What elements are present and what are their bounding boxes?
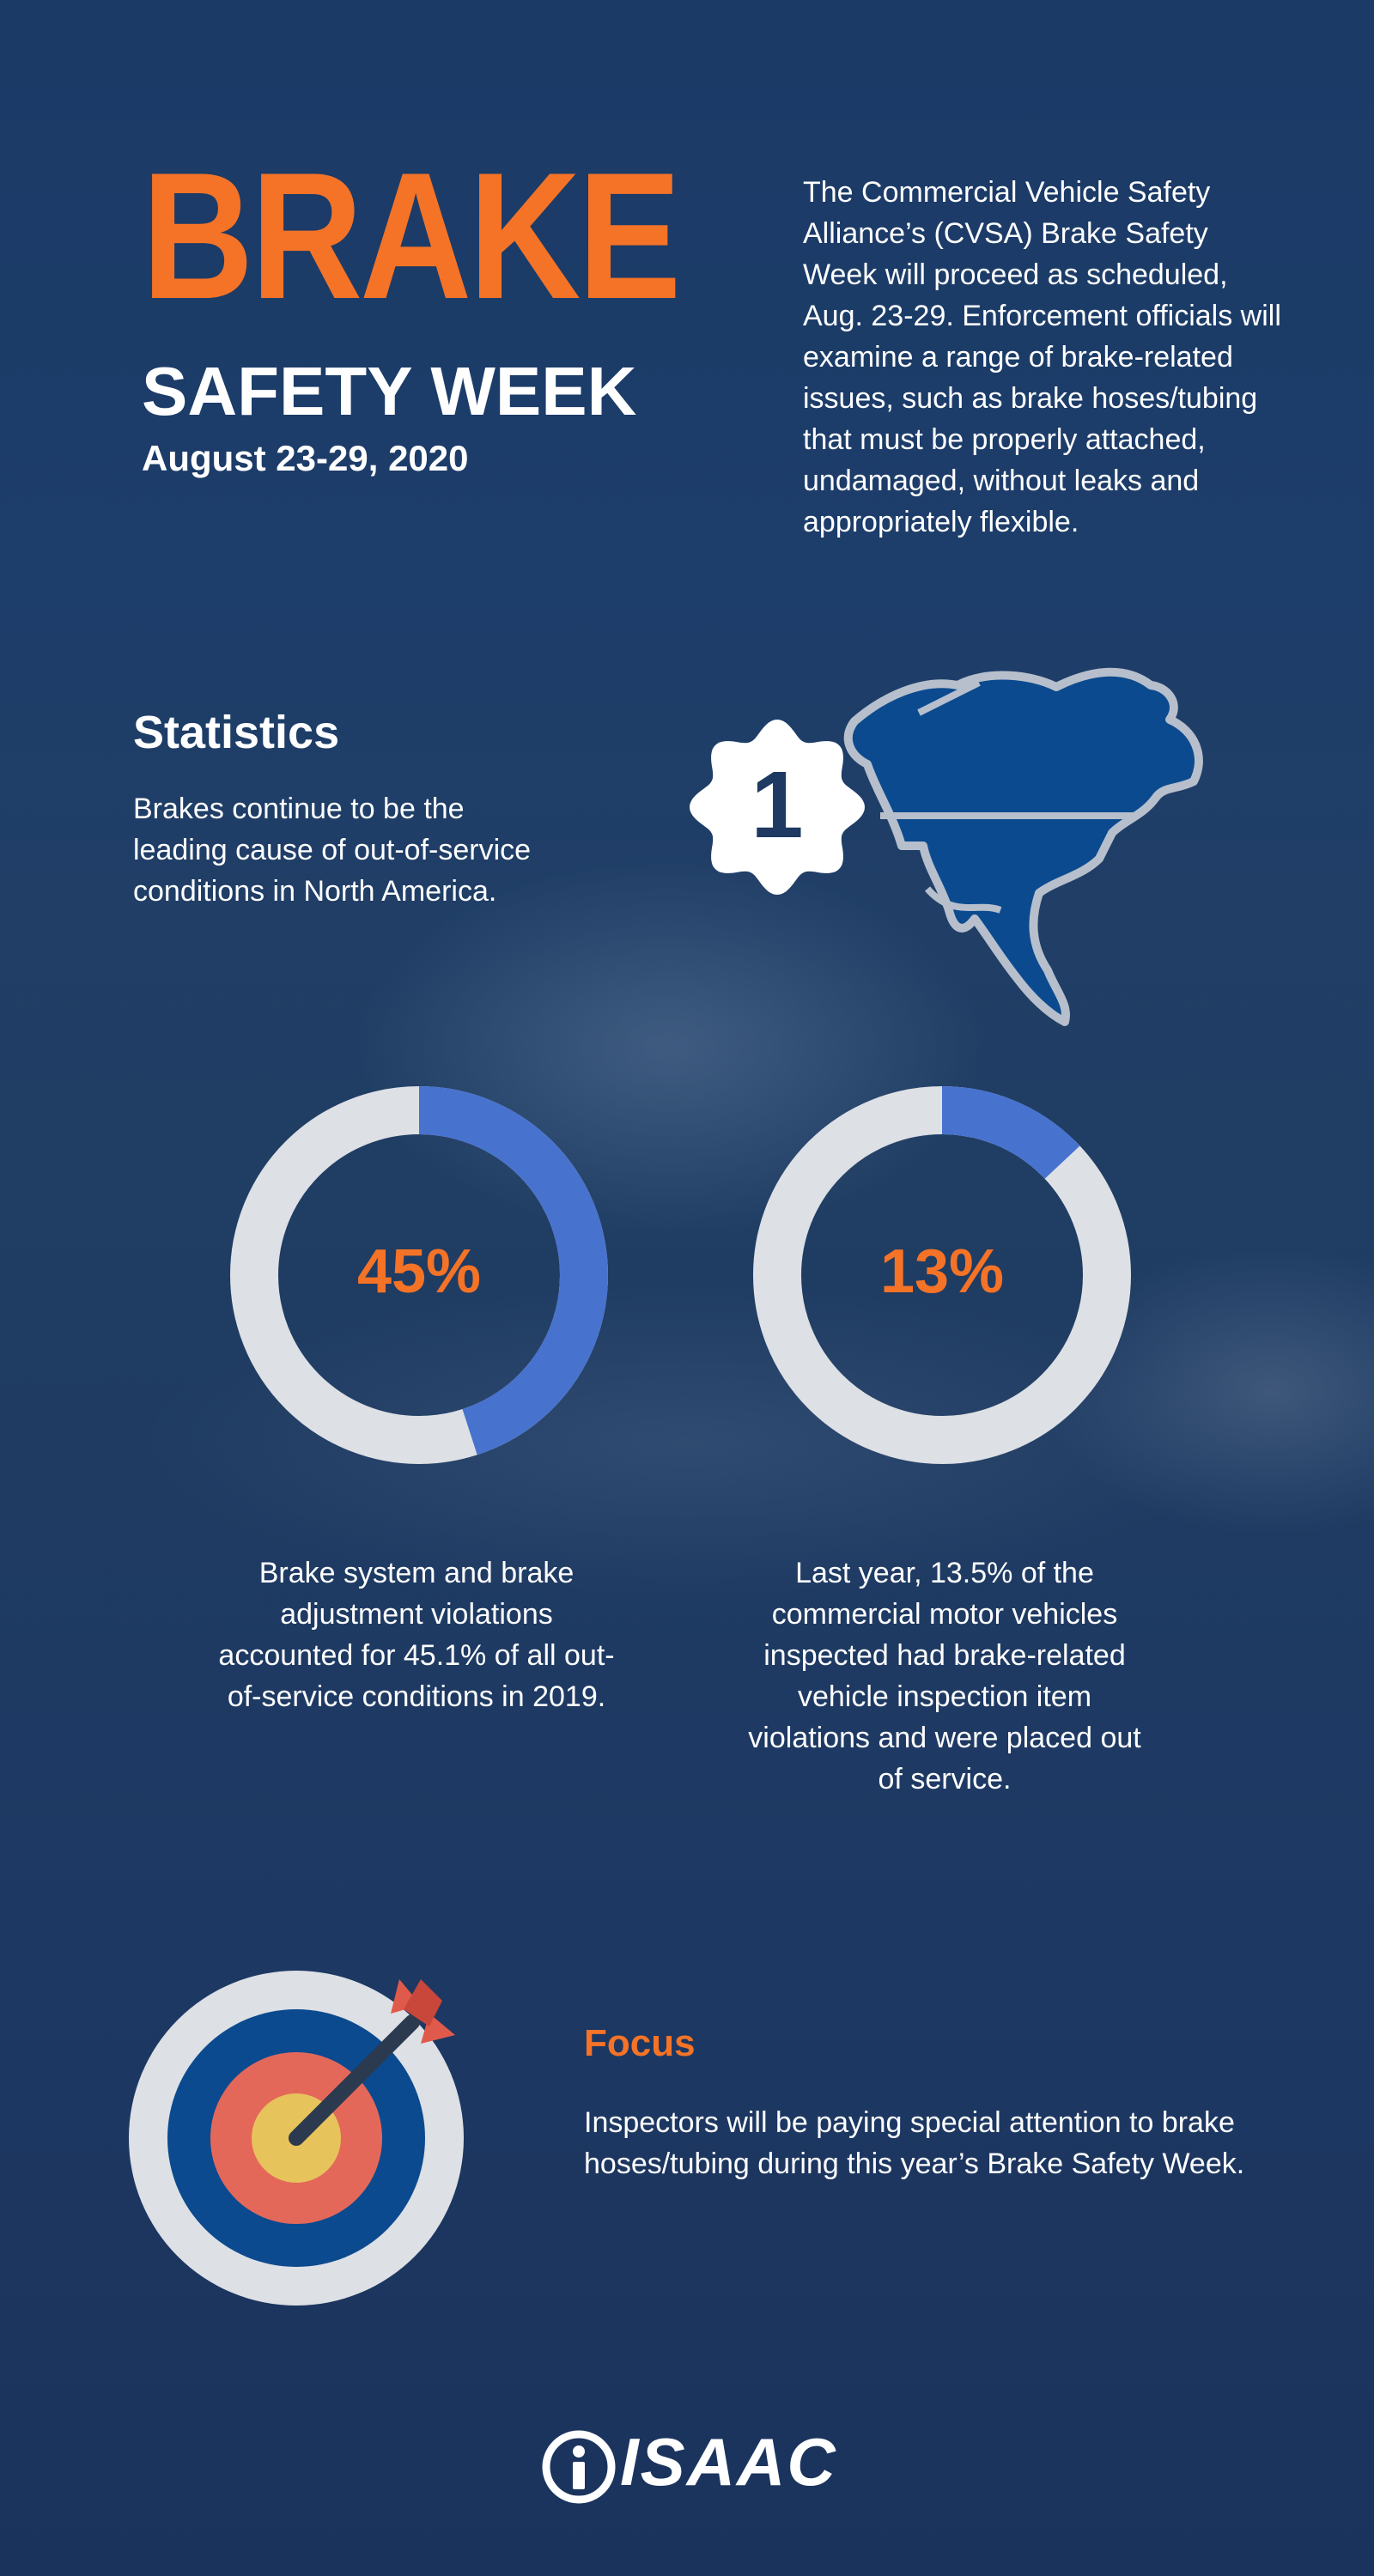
rank-badge: 1	[690, 720, 865, 895]
statistics-text: Brakes continue to be the leading cause …	[133, 793, 532, 908]
intro-paragraph: The Commercial Vehicle Safety Alliance’s…	[803, 176, 1281, 538]
focus-heading: Focus	[584, 2022, 696, 2064]
page-subtitle: SAFETY WEEK	[142, 353, 637, 429]
isaac-logo-text: ISAAC	[620, 2424, 837, 2500]
stat-caption: Last year, 13.5% of the commercial motor…	[748, 1557, 1141, 1795]
donut-chart-45	[230, 1086, 608, 1464]
stat-value: 45%	[356, 1237, 482, 1306]
stat-value: 13%	[879, 1237, 1005, 1306]
statistics-heading: Statistics	[133, 707, 340, 758]
event-date: August 23-29, 2020	[142, 438, 469, 478]
rank-number: 1	[751, 752, 803, 858]
north-america-map-icon	[843, 667, 1203, 1026]
stat-caption: Brake system and brake adjustment violat…	[218, 1557, 615, 1713]
isaac-logo	[542, 2430, 616, 2504]
ring-fill	[753, 1086, 1131, 1464]
donut-chart-13	[753, 1086, 1131, 1464]
target-icon	[129, 1971, 464, 2306]
ring-fill	[230, 1086, 608, 1464]
focus-text: Inspectors will be paying special attent…	[584, 2106, 1245, 2180]
page-title: BRAKE	[142, 135, 681, 337]
